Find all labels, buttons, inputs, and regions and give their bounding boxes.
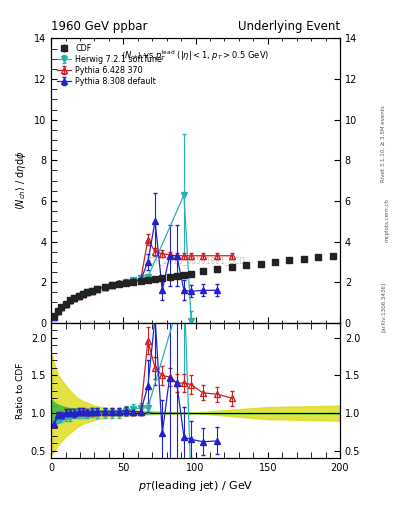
Y-axis label: $\langle N_{ch}\rangle$ / d$\eta$d$\phi$: $\langle N_{ch}\rangle$ / d$\eta$d$\phi$	[14, 151, 28, 210]
Text: $\langle N_{ch}\rangle$ vs $p_T^{\rm lead}$ ($|\eta|<1$, $p_T>0.5$ GeV): $\langle N_{ch}\rangle$ vs $p_T^{\rm lea…	[121, 48, 270, 63]
Text: Rivet 3.1.10, ≥ 3.5M events: Rivet 3.1.10, ≥ 3.5M events	[381, 105, 386, 182]
Text: CDF_2010_S8591881_CCD: CDF_2010_S8591881_CCD	[145, 255, 246, 265]
Text: 1960 GeV ppbar: 1960 GeV ppbar	[51, 20, 148, 33]
Y-axis label: Ratio to CDF: Ratio to CDF	[16, 362, 25, 419]
Legend: CDF, Herwig 7.2.1 softTune, Pythia 6.428 370, Pythia 8.308 default: CDF, Herwig 7.2.1 softTune, Pythia 6.428…	[55, 42, 164, 88]
X-axis label: $p_T$(leading jet) / GeV: $p_T$(leading jet) / GeV	[138, 479, 253, 493]
Text: mcplots.cern.ch: mcplots.cern.ch	[385, 198, 389, 242]
Text: Underlying Event: Underlying Event	[238, 20, 340, 33]
Text: [arXiv:1306.3436]: [arXiv:1306.3436]	[381, 282, 386, 332]
